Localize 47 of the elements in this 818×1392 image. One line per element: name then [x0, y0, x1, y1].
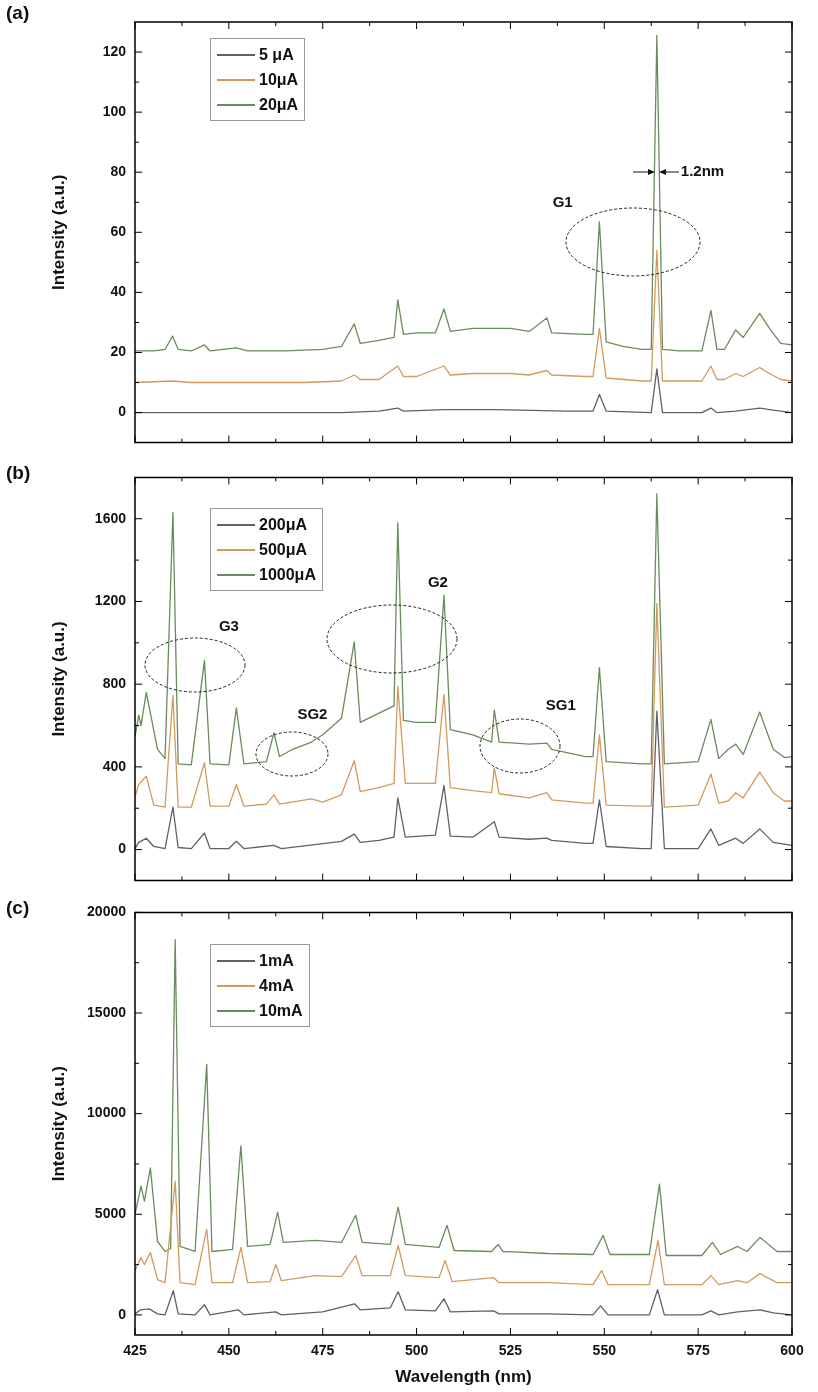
x-tick-label: 475: [311, 1342, 335, 1359]
legend-label: 5 μA: [259, 45, 294, 64]
x-tick-label: 525: [498, 1342, 523, 1359]
x-tick-label: 600: [780, 1342, 804, 1359]
x-tick-label: 550: [592, 1342, 617, 1359]
chart-title: (c): [6, 897, 30, 919]
annotation: G1: [552, 192, 573, 210]
legend-label: 200μA: [259, 515, 308, 534]
y-tick-label: 40: [110, 283, 127, 300]
legend-label: 10mA: [259, 1001, 303, 1020]
y-tick-label: 1600: [94, 509, 127, 526]
annotation: SG2: [297, 705, 328, 723]
legend-label: 1000μA: [259, 565, 316, 584]
legend-label: 20μA: [259, 95, 299, 114]
y-tick-label: 400: [102, 757, 127, 774]
annotation: SG1: [545, 696, 576, 714]
y-tick-label: 80: [110, 163, 127, 180]
x-tick-label: 450: [217, 1342, 241, 1359]
annotation: G3: [218, 617, 239, 635]
y-tick-label: 100: [102, 102, 127, 119]
y-tick-label: 20000: [87, 903, 127, 920]
y-tick-label: 0: [118, 403, 127, 420]
y-tick-label: 0: [118, 1305, 127, 1322]
legend-label: 500μA: [259, 540, 308, 559]
y-axis-title: Intensity (a.u.): [48, 621, 68, 737]
x-axis-title: Wavelength (nm): [395, 1367, 532, 1387]
y-tick-label: 1200: [94, 592, 127, 609]
legend-label: 1mA: [259, 951, 294, 970]
y-tick-label: 20: [110, 343, 127, 360]
annotation: G2: [427, 573, 448, 591]
legend-label: 4mA: [259, 976, 294, 995]
legend-label: 10μA: [259, 70, 299, 89]
y-tick-label: 5000: [94, 1205, 127, 1222]
y-tick-label: 0: [118, 840, 127, 857]
y-tick-label: 15000: [87, 1003, 127, 1020]
x-tick-label: 575: [686, 1342, 711, 1359]
x-tick-label: 500: [404, 1342, 429, 1359]
y-tick-label: 120: [102, 42, 127, 59]
chart-title: (b): [6, 462, 31, 484]
y-tick-label: 800: [102, 675, 127, 692]
y-axis-title: Intensity (a.u.): [48, 1066, 68, 1182]
chart-title: (a): [6, 2, 30, 24]
y-axis-title: Intensity (a.u.): [48, 174, 68, 290]
y-tick-label: 60: [110, 223, 127, 240]
x-tick-label: 425: [123, 1342, 147, 1359]
y-tick-label: 10000: [87, 1104, 127, 1121]
annotation: 1.2nm: [680, 162, 725, 180]
